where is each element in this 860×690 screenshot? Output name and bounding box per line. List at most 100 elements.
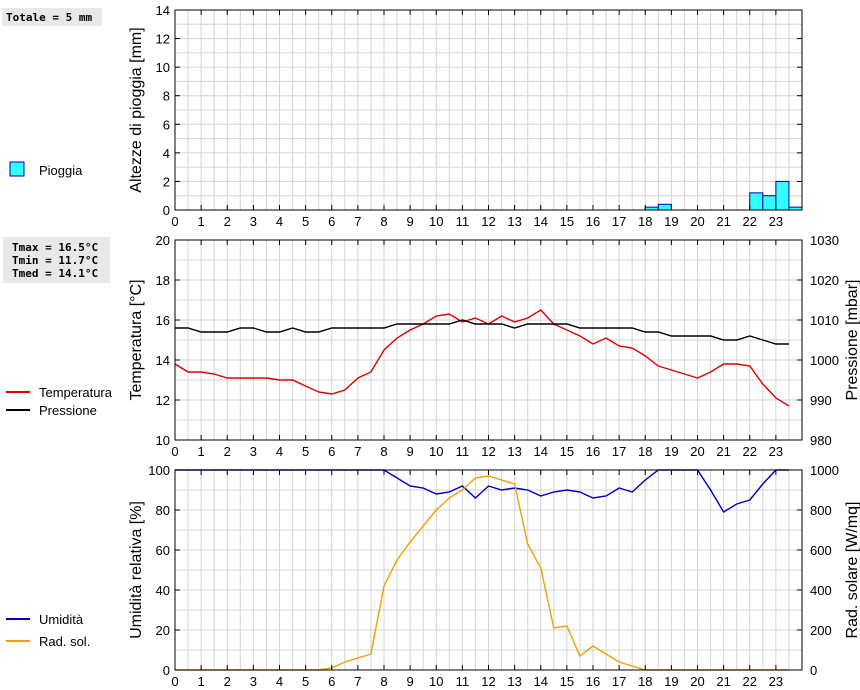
y-tick-label: 40	[156, 583, 170, 598]
legend-label-pioggia: Pioggia	[39, 163, 83, 178]
y-tick-label: 6	[163, 117, 170, 132]
y-tick-label: 18	[156, 273, 170, 288]
y2-tick-label: 600	[810, 543, 832, 558]
y-tick-label: 16	[156, 313, 170, 328]
x-tick-label: 14	[534, 674, 548, 689]
x-tick-label: 18	[638, 674, 652, 689]
x-tick-label: 15	[560, 674, 574, 689]
y2-tick-label: 1030	[810, 233, 839, 248]
y2-tick-label: 1000	[810, 463, 839, 478]
rain-bar	[775, 180, 790, 211]
rain-total-box	[2, 8, 102, 26]
x-tick-label: 9	[407, 214, 414, 229]
temperature-stats-box	[3, 237, 110, 283]
y-tick-label: 80	[156, 503, 170, 518]
x-tick-label: 3	[250, 674, 257, 689]
x-tick-label: 10	[429, 444, 443, 459]
y-tick-label: 10	[156, 60, 170, 75]
x-tick-label: 23	[769, 214, 783, 229]
x-tick-label: 22	[743, 214, 757, 229]
x-tick-label: 0	[171, 674, 178, 689]
y2-axis-label: Pressione [mbar]	[844, 280, 860, 401]
y-tick-label: 100	[148, 463, 170, 478]
y2-axis-label: Rad. solare [W/mq]	[844, 502, 860, 639]
y-tick-label: 60	[156, 543, 170, 558]
rain-bar	[749, 192, 764, 211]
x-tick-label: 22	[743, 444, 757, 459]
y2-tick-label: 200	[810, 623, 832, 638]
y-tick-label: 14	[156, 3, 170, 18]
y2-tick-label: 1000	[810, 353, 839, 368]
tmed-text: Tmed = 14.1°C	[12, 267, 98, 280]
x-tick-label: 11	[456, 674, 470, 689]
x-tick-label: 5	[302, 674, 309, 689]
x-tick-label: 0	[171, 214, 178, 229]
y2-tick-label: 990	[810, 393, 832, 408]
y2-tick-label: 1010	[810, 313, 839, 328]
x-tick-label: 5	[302, 444, 309, 459]
x-tick-label: 19	[664, 674, 678, 689]
x-tick-label: 4	[276, 214, 283, 229]
x-tick-label: 17	[612, 674, 626, 689]
y2-tick-label: 800	[810, 503, 832, 518]
x-tick-label: 1	[198, 214, 205, 229]
y-axis-label: Altezze di pioggia [mm]	[128, 27, 145, 192]
x-tick-label: 7	[354, 674, 361, 689]
x-tick-label: 15	[560, 444, 574, 459]
x-tick-label: 12	[481, 214, 495, 229]
x-tick-label: 17	[612, 444, 626, 459]
y-tick-label: 14	[156, 353, 170, 368]
x-tick-label: 21	[716, 674, 730, 689]
x-tick-label: 0	[171, 444, 178, 459]
y-tick-label: 10	[156, 433, 170, 448]
x-tick-label: 13	[507, 674, 521, 689]
tmax-text: Tmax = 16.5°C	[12, 241, 98, 254]
rain-bar	[762, 195, 777, 211]
x-tick-label: 9	[407, 444, 414, 459]
legend-label-pressione: Pressione	[39, 403, 97, 418]
x-tick-label: 16	[586, 214, 600, 229]
y2-tick-label: 400	[810, 583, 832, 598]
series-line-pressione	[175, 319, 789, 345]
x-tick-label: 16	[586, 674, 600, 689]
legend-swatch-pioggia	[9, 161, 25, 177]
x-tick-label: 6	[328, 444, 335, 459]
y2-tick-label: 980	[810, 433, 832, 448]
rain-panel: 0 1 2 3 4 5 6 7 8 9 10 11 12 13 14 15 16 17 18 19 20 21 22 2302…	[9, 3, 803, 229]
x-tick-label: 6	[328, 214, 335, 229]
x-tick-label: 16	[586, 444, 600, 459]
x-tick-label: 1	[198, 674, 205, 689]
x-tick-label: 4	[276, 674, 283, 689]
x-tick-label: 11	[456, 214, 470, 229]
y-tick-label: 0	[163, 203, 170, 218]
x-tick-label: 8	[380, 674, 387, 689]
x-tick-label: 17	[612, 214, 626, 229]
x-tick-label: 2	[224, 444, 231, 459]
series-line-temperatura	[174, 309, 790, 407]
x-tick-label: 19	[664, 214, 678, 229]
temperature-pressure-panel: 0 1 2 3 4 5 6 7 8 9 10 11 12 13 14 15 16 17 18 19 20 21 22 2310…	[6, 233, 860, 459]
x-tick-label: 7	[354, 214, 361, 229]
x-tick-label: 23	[769, 674, 783, 689]
x-tick-label: 10	[429, 214, 443, 229]
y-axis-label: Temperatura [°C]	[128, 279, 145, 400]
y-axis-label: Umidità relativa [%]	[128, 501, 145, 639]
x-tick-label: 8	[380, 444, 387, 459]
y-tick-label: 4	[163, 146, 170, 161]
x-tick-label: 2	[224, 674, 231, 689]
x-tick-label: 15	[560, 214, 574, 229]
x-tick-label: 13	[507, 444, 521, 459]
humidity-radiation-panel: 0 1 2 3 4 5 6 7 8 9 10 11 12 13 14 15 16 17 18 19 20 21 22 2302…	[6, 463, 860, 689]
x-tick-label: 14	[534, 444, 548, 459]
x-tick-label: 9	[407, 674, 414, 689]
legend-label-temperatura: Temperatura	[39, 385, 113, 400]
legend-label-rad-sol: Rad. sol.	[39, 634, 90, 649]
x-tick-label: 4	[276, 444, 283, 459]
y2-tick-label: 1020	[810, 273, 839, 288]
x-tick-label: 18	[638, 444, 652, 459]
x-tick-label: 20	[690, 214, 704, 229]
y-tick-label: 8	[163, 89, 170, 104]
x-tick-label: 2	[224, 214, 231, 229]
x-tick-label: 13	[507, 214, 521, 229]
